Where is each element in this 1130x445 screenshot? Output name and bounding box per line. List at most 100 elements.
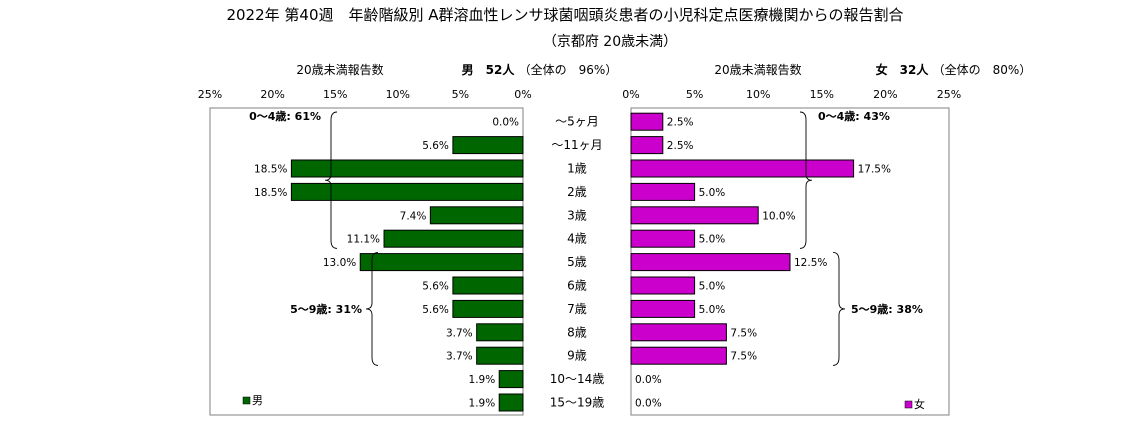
male-bar: [359, 253, 524, 272]
male-x-tick-label: 5%: [452, 88, 469, 101]
male-bar: [452, 299, 524, 318]
female-x-tick-label: 5%: [686, 88, 703, 101]
male-age-group-bracket: [365, 251, 379, 366]
female-data-label: 10.0%: [762, 210, 795, 222]
female-data-label: 5.0%: [699, 234, 726, 246]
female-bar: [630, 276, 696, 295]
female-bar: [630, 112, 664, 131]
age-category-label: 6歳: [567, 279, 587, 293]
male-data-label: 1.9%: [469, 398, 496, 410]
female-bar: [630, 299, 696, 318]
male-bar: [498, 393, 524, 412]
male-bar: [476, 346, 524, 365]
male-bar: [498, 370, 524, 389]
age-category-label: 4歳: [567, 232, 587, 246]
male-data-label: 1.9%: [469, 374, 496, 386]
male-x-tick-label: 25%: [198, 88, 222, 101]
female-data-label: 7.5%: [730, 351, 757, 363]
male-age-group-bracket: [324, 111, 338, 249]
male-bar: [290, 159, 524, 178]
male-header-share: （全体の 96%）: [519, 62, 618, 77]
male-bar: [476, 323, 524, 342]
age-category-label: 8歳: [567, 325, 587, 339]
male-age-group-label: 0～4歳: 61%: [249, 109, 321, 123]
female-legend-swatch: [904, 400, 913, 409]
age-group-brackets: 0～4歳: 61% 5～9歳: 31% 0～4歳: 43% 5～9歳: 38%: [249, 109, 923, 366]
male-data-label: 5.6%: [422, 281, 449, 293]
female-header-count-label: 20歳未満報告数: [714, 62, 801, 77]
female-data-label: 17.5%: [858, 164, 891, 176]
male-data-label: 5.6%: [422, 304, 449, 316]
male-x-tick-label: 20%: [260, 88, 284, 101]
female-age-group-bracket: [832, 251, 846, 366]
age-category-label: 3歳: [567, 208, 587, 222]
age-category-label: ～5ヶ月: [555, 115, 599, 129]
female-age-group-label: 0～4歳: 43%: [818, 109, 890, 123]
female-bar: [630, 159, 855, 178]
male-data-label: 3.7%: [446, 351, 473, 363]
male-legend-swatch: [242, 396, 251, 405]
age-category-label: 2歳: [567, 185, 587, 199]
female-data-label: 5.0%: [699, 281, 726, 293]
male-data-label: 13.0%: [323, 257, 356, 269]
female-x-tick-label: 10%: [746, 88, 770, 101]
female-age-group-label: 5～9歳: 38%: [851, 302, 923, 316]
male-series: 0.0% 5.6% 18.5% 18.5% 7.4% 11.1% 13.0% 5.6% 5.6%…: [254, 117, 524, 412]
male-data-label: 0.0%: [492, 117, 519, 129]
age-category-label: ～11ヶ月: [551, 138, 602, 152]
male-bar: [383, 229, 524, 248]
male-bar: [290, 182, 524, 201]
male-data-label: 7.4%: [400, 210, 427, 222]
male-data-label: 11.1%: [347, 234, 380, 246]
female-legend-label: 女: [914, 397, 925, 411]
male-x-tick-label: 0%: [514, 88, 531, 101]
male-x-tick-label: 10%: [386, 88, 410, 101]
female-data-label: 2.5%: [667, 140, 694, 152]
female-data-label: 0.0%: [635, 398, 662, 410]
female-age-group-bracket: [799, 111, 813, 249]
female-bar: [630, 229, 696, 248]
male-data-label: 3.7%: [446, 327, 473, 339]
age-category-label: 15～19歳: [550, 396, 605, 410]
female-data-label: 7.5%: [730, 327, 757, 339]
female-data-label: 0.0%: [635, 374, 662, 386]
age-category-label: 1歳: [567, 162, 587, 176]
female-x-tick-label: 20%: [873, 88, 897, 101]
female-series: 2.5% 2.5% 17.5% 5.0% 10.0% 5.0% 12.5% 5.0% 5.0% 7…: [630, 112, 891, 410]
male-legend-label: 男: [252, 394, 263, 407]
female-bar: [630, 206, 759, 225]
male-data-label: 18.5%: [254, 187, 287, 199]
male-bar: [429, 206, 524, 225]
age-category-label: 9歳: [567, 349, 587, 363]
male-header-count-label: 20歳未満報告数: [296, 62, 383, 77]
age-category-label: 7歳: [567, 302, 587, 316]
male-bar: [452, 276, 524, 295]
female-header-share: （全体の 80%）: [933, 62, 1032, 77]
female-bar: [630, 346, 727, 365]
age-category-label: 5歳: [567, 255, 587, 269]
age-category-label: 10～14歳: [550, 372, 605, 386]
female-bar: [630, 136, 664, 155]
female-header-sex: 女 32人: [876, 62, 930, 77]
female-bar: [630, 253, 791, 272]
female-data-label: 2.5%: [667, 117, 694, 129]
female-bar: [630, 182, 696, 201]
female-x-tick-label: 25%: [937, 88, 961, 101]
male-bar: [452, 136, 524, 155]
female-data-label: 12.5%: [794, 257, 827, 269]
male-age-group-label: 5～9歳: 31%: [290, 302, 362, 316]
female-data-label: 5.0%: [699, 304, 726, 316]
female-x-tick-label: 15%: [810, 88, 834, 101]
chart-subtitle: （京都府 20歳未満）: [543, 34, 677, 50]
female-data-label: 5.0%: [699, 187, 726, 199]
chart-title: 2022年 第40週 年齢階級別 A群溶血性レンサ球菌咽頭炎患者の小児科定点医療…: [226, 6, 903, 24]
male-data-label: 18.5%: [254, 164, 287, 176]
female-x-tick-label: 0%: [622, 88, 639, 101]
female-bar: [630, 323, 727, 342]
age-category-axis: ～5ヶ月 ～11ヶ月 1歳 2歳 3歳 4歳 5歳 6歳 7歳 8歳 9歳 10～14歳 15～19歳: [550, 115, 605, 410]
male-data-label: 5.6%: [422, 140, 449, 152]
male-x-tick-label: 15%: [323, 88, 347, 101]
male-x-axis: 25% 20% 15% 10% 5% 0%: [198, 88, 532, 101]
male-header-sex: 男 52人: [462, 62, 516, 77]
